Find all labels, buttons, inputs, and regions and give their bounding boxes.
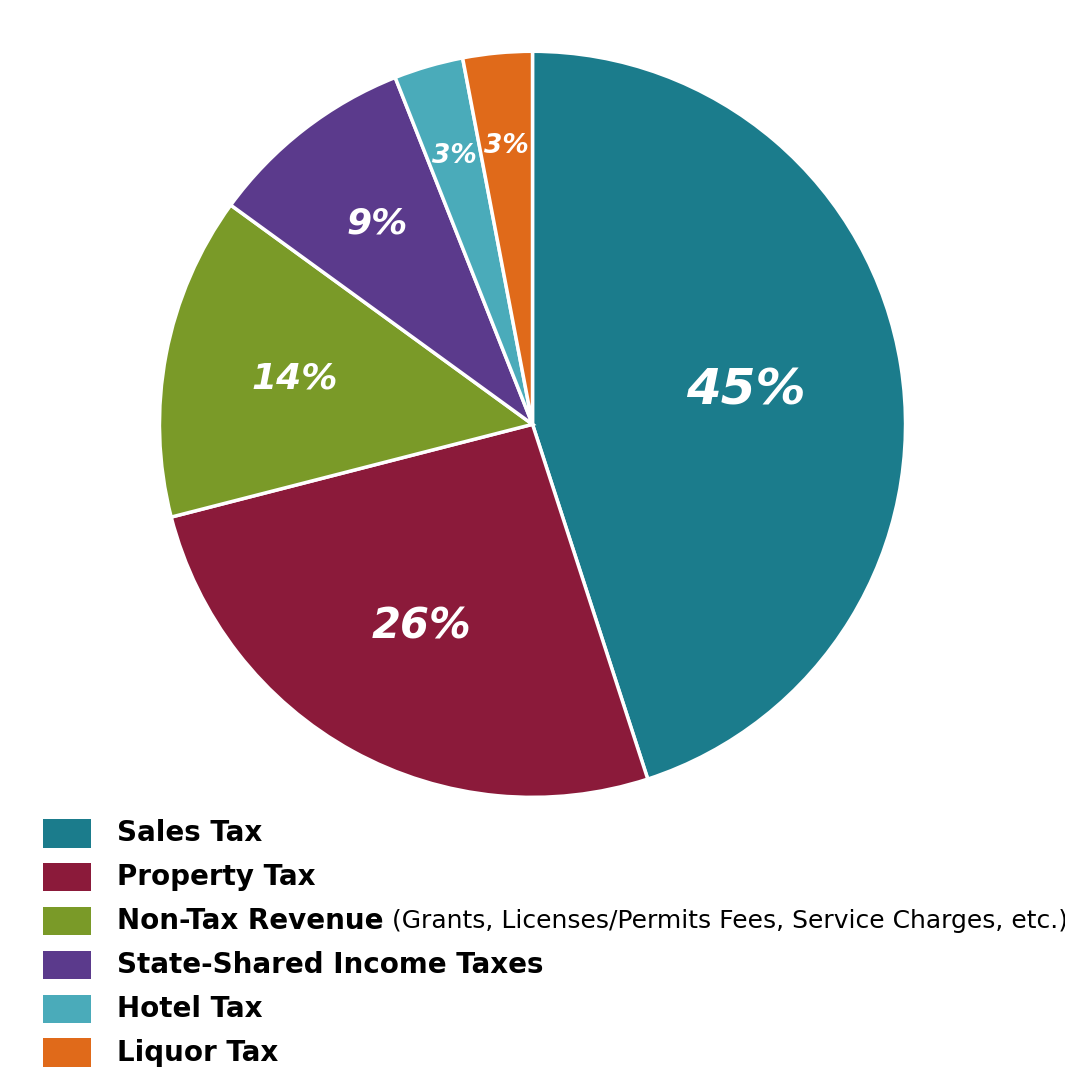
Bar [43, 1038, 91, 1066]
Text: Sales Tax: Sales Tax [117, 819, 262, 848]
Wedge shape [171, 424, 648, 798]
Wedge shape [231, 77, 532, 424]
Text: 14%: 14% [251, 362, 338, 396]
Text: 3%: 3% [432, 143, 477, 169]
Text: 45%: 45% [686, 367, 806, 415]
Text: Property Tax: Property Tax [117, 863, 315, 891]
Text: 9%: 9% [346, 207, 408, 240]
Text: Liquor Tax: Liquor Tax [117, 1039, 278, 1066]
Text: State-Shared Income Taxes: State-Shared Income Taxes [117, 951, 543, 979]
Bar [43, 863, 91, 891]
Text: Hotel Tax: Hotel Tax [117, 994, 263, 1023]
Text: (Grants, Licenses/Permits Fees, Service Charges, etc.): (Grants, Licenses/Permits Fees, Service … [383, 910, 1065, 934]
Wedge shape [462, 51, 532, 424]
Wedge shape [395, 58, 532, 424]
Text: 3%: 3% [484, 133, 528, 159]
Bar [43, 994, 91, 1023]
Bar [43, 819, 91, 848]
Text: Non-Tax Revenue: Non-Tax Revenue [117, 907, 383, 935]
Bar [43, 951, 91, 979]
Wedge shape [532, 51, 905, 779]
Text: 26%: 26% [372, 606, 471, 648]
Wedge shape [160, 205, 532, 517]
Bar [43, 907, 91, 936]
